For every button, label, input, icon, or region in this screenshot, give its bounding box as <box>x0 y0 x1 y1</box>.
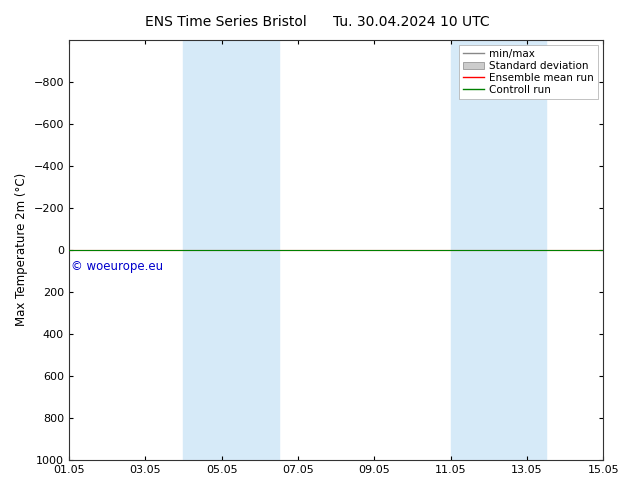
Bar <box>183 40 221 460</box>
Text: ENS Time Series Bristol      Tu. 30.04.2024 10 UTC: ENS Time Series Bristol Tu. 30.04.2024 1… <box>145 15 489 29</box>
Bar <box>221 40 279 460</box>
Bar <box>451 40 489 460</box>
Legend: min/max, Standard deviation, Ensemble mean run, Controll run: min/max, Standard deviation, Ensemble me… <box>459 45 598 99</box>
Y-axis label: Max Temperature 2m (°C): Max Temperature 2m (°C) <box>15 173 28 326</box>
Text: © woeurope.eu: © woeurope.eu <box>71 260 163 273</box>
Bar <box>489 40 546 460</box>
